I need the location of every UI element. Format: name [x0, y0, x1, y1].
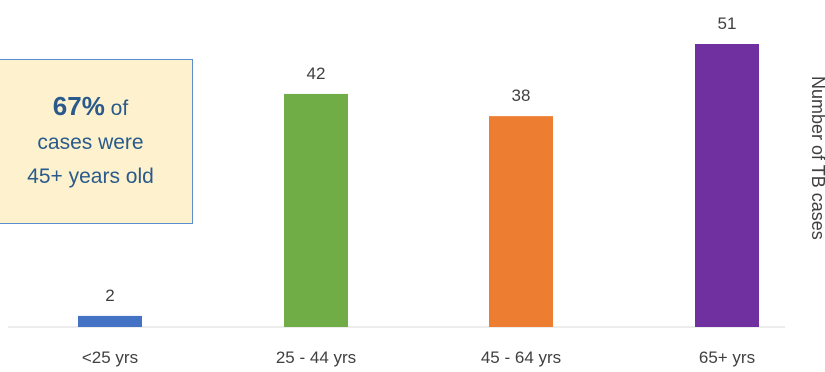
callout-line-3: 45+ years old [27, 165, 154, 188]
callout-line-2: cases were [37, 131, 144, 154]
callout-percent: 67% [52, 91, 105, 121]
x-tick-label-1: <25 yrs [82, 348, 138, 367]
bar-3 [489, 116, 553, 327]
y-axis-label: Number of TB cases [808, 76, 825, 240]
summary-callout: 67% of cases were 45+ years old [0, 59, 193, 224]
value-label-1: 2 [105, 286, 114, 305]
value-labels-group: 2 42 38 51 [105, 14, 736, 305]
bar-4 [695, 44, 759, 327]
callout-of: of [104, 97, 129, 120]
x-tick-label-2: 25 - 44 yrs [276, 348, 356, 367]
bar-2 [284, 93, 348, 327]
x-tick-labels-group: <25 yrs 25 - 44 yrs 45 - 64 yrs 65+ yrs [82, 348, 755, 367]
bars-group [78, 44, 759, 327]
x-tick-label-3: 45 - 64 yrs [481, 348, 561, 367]
value-label-4: 51 [718, 14, 737, 33]
value-label-3: 38 [512, 86, 531, 105]
value-label-2: 42 [307, 64, 326, 83]
x-tick-label-4: 65+ yrs [699, 348, 755, 367]
callout-line-1: 67% of [53, 89, 128, 126]
bar-1 [78, 315, 142, 327]
